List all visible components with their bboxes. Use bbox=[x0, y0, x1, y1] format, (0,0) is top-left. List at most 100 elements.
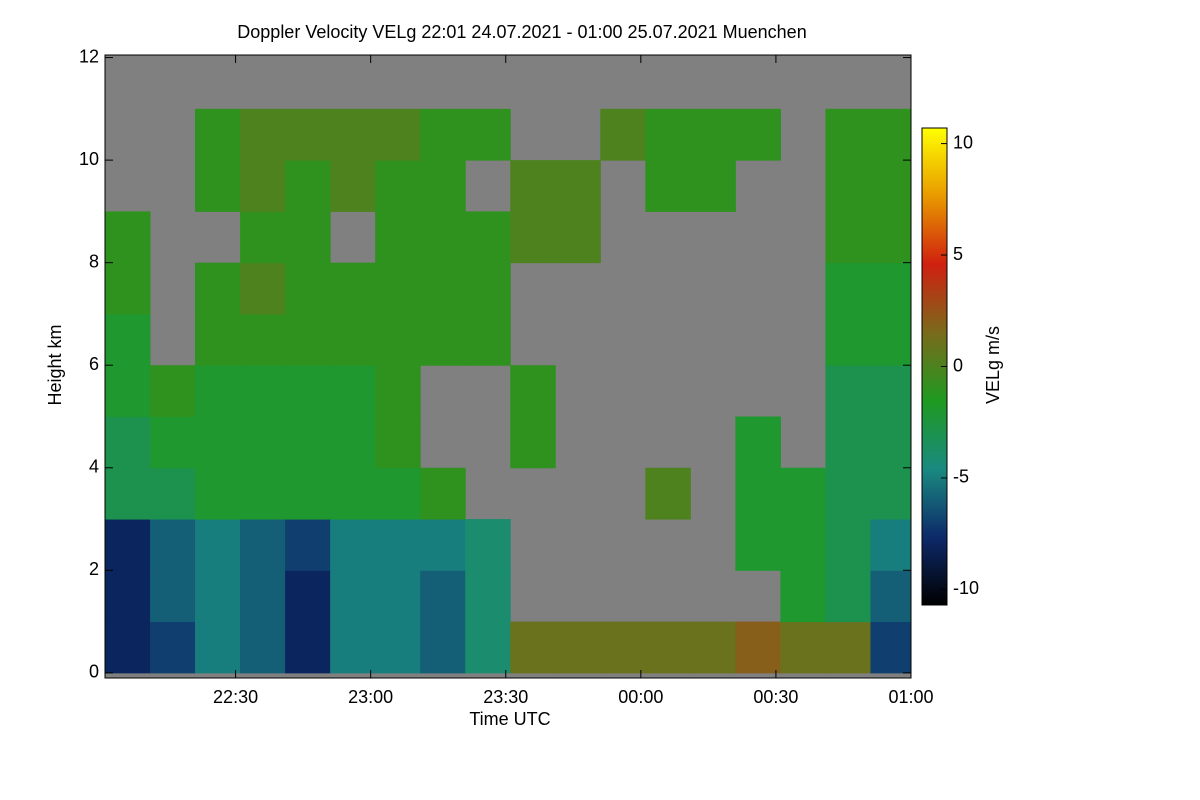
colorbar-tick-label: -10 bbox=[953, 578, 979, 598]
heatmap-cell bbox=[195, 365, 241, 417]
heatmap-cell bbox=[465, 519, 511, 571]
heatmap-cell bbox=[870, 313, 912, 366]
y-tick-label: 10 bbox=[79, 149, 99, 169]
heatmap-cell bbox=[870, 108, 912, 161]
heatmap-cell bbox=[510, 365, 556, 417]
heatmap-cell bbox=[825, 313, 871, 366]
heatmap-cell bbox=[600, 621, 646, 674]
heatmap-cell bbox=[105, 211, 151, 264]
x-tick-label: 22:30 bbox=[213, 687, 258, 707]
colorbar-label: VELg m/s bbox=[983, 326, 1003, 404]
heatmap-cell bbox=[690, 621, 736, 674]
chart-title: Doppler Velocity VELg 22:01 24.07.2021 -… bbox=[237, 22, 806, 42]
heatmap-cell bbox=[510, 160, 556, 212]
y-tick-label: 4 bbox=[89, 457, 99, 477]
heatmap-cell bbox=[375, 313, 421, 366]
heatmap-cell bbox=[870, 365, 912, 417]
heatmap-cell bbox=[465, 108, 511, 161]
heatmap-cell bbox=[510, 416, 556, 469]
heatmap-cell bbox=[105, 313, 151, 366]
heatmap-cell bbox=[780, 621, 826, 674]
heatmap-cell bbox=[555, 621, 601, 674]
heatmap-cell bbox=[825, 570, 871, 623]
heatmap-cell bbox=[420, 160, 466, 212]
heatmap-cell bbox=[240, 211, 286, 264]
heatmap-cell bbox=[195, 262, 241, 315]
heatmap-cell bbox=[870, 160, 912, 212]
heatmap-cell bbox=[330, 519, 376, 571]
heatmap-cell bbox=[285, 160, 331, 212]
heatmap-cell bbox=[870, 416, 912, 469]
heatmap-cell bbox=[240, 313, 286, 366]
y-tick-label: 12 bbox=[79, 46, 99, 66]
heatmap-cell bbox=[195, 108, 241, 161]
x-tick-label: 23:30 bbox=[483, 687, 528, 707]
heatmap-cell bbox=[420, 467, 466, 520]
heatmap-cell bbox=[105, 621, 151, 674]
heatmap-cell bbox=[735, 519, 781, 571]
heatmap-cell bbox=[105, 416, 151, 469]
heatmap-cell bbox=[825, 519, 871, 571]
x-tick-label: 00:30 bbox=[753, 687, 798, 707]
plot-frame bbox=[104, 54, 912, 679]
heatmap-cell bbox=[420, 570, 466, 623]
heatmap-cell bbox=[780, 467, 826, 520]
heatmap-cell bbox=[690, 108, 736, 161]
heatmap-cell bbox=[330, 108, 376, 161]
heatmap-cell bbox=[150, 365, 196, 417]
heatmap-cell bbox=[375, 570, 421, 623]
heatmap-cell bbox=[780, 570, 826, 623]
heatmap-cell bbox=[150, 519, 196, 571]
x-tick-label: 01:00 bbox=[888, 687, 933, 707]
colorbar-tick-label: 5 bbox=[953, 244, 963, 264]
heatmap-cell bbox=[510, 621, 556, 674]
heatmap-cell bbox=[330, 262, 376, 315]
heatmap-cell bbox=[465, 621, 511, 674]
heatmap-cell bbox=[195, 519, 241, 571]
y-axis-label: Height km bbox=[45, 324, 65, 405]
y-tick-label: 2 bbox=[89, 559, 99, 579]
heatmap-cell bbox=[735, 108, 781, 161]
heatmap-cell bbox=[195, 313, 241, 366]
heatmap-cell bbox=[420, 262, 466, 315]
heatmap-cell bbox=[645, 160, 691, 212]
heatmap-cell bbox=[735, 621, 781, 674]
heatmap-cell bbox=[645, 108, 691, 161]
heatmap-cell bbox=[285, 211, 331, 264]
heatmap-cell bbox=[195, 467, 241, 520]
heatmap-cell bbox=[825, 160, 871, 212]
heatmap-cell bbox=[330, 365, 376, 417]
heatmap-cell bbox=[780, 519, 826, 571]
heatmap-cell bbox=[240, 262, 286, 315]
heatmap-cell bbox=[870, 570, 912, 623]
heatmap-cell bbox=[825, 262, 871, 315]
heatmap-cell bbox=[105, 519, 151, 571]
heatmap-cell bbox=[285, 365, 331, 417]
heatmap-cell bbox=[465, 570, 511, 623]
heatmap-cell bbox=[375, 108, 421, 161]
heatmap-cell bbox=[825, 416, 871, 469]
heatmap-cell bbox=[285, 416, 331, 469]
heatmap-cell bbox=[420, 621, 466, 674]
x-tick-label: 00:00 bbox=[618, 687, 663, 707]
y-tick-label: 0 bbox=[89, 662, 99, 682]
heatmap-cell bbox=[375, 621, 421, 674]
heatmap-cell bbox=[330, 160, 376, 212]
heatmap-cell bbox=[285, 313, 331, 366]
heatmap-cell bbox=[240, 467, 286, 520]
heatmap-cell bbox=[240, 160, 286, 212]
heatmap-cell bbox=[465, 313, 511, 366]
heatmap-cell bbox=[240, 416, 286, 469]
heatmap-cell bbox=[645, 621, 691, 674]
x-tick-label: 23:00 bbox=[348, 687, 393, 707]
colorbar-tick-label: 10 bbox=[953, 132, 973, 152]
heatmap-cell bbox=[150, 416, 196, 469]
colorbar-tick-label: -5 bbox=[953, 467, 969, 487]
heatmap-cell bbox=[375, 160, 421, 212]
heatmap-cell bbox=[285, 570, 331, 623]
heatmap-cell bbox=[285, 467, 331, 520]
heatmap-cell bbox=[375, 211, 421, 264]
heatmap-cell bbox=[375, 262, 421, 315]
heatmap-cell bbox=[150, 621, 196, 674]
heatmap-cell bbox=[285, 108, 331, 161]
